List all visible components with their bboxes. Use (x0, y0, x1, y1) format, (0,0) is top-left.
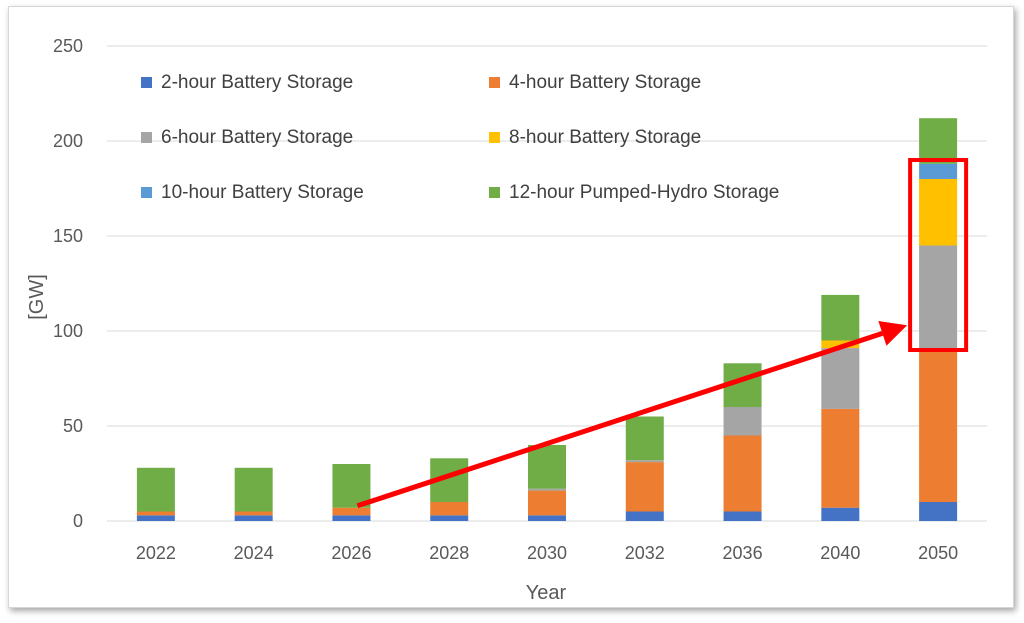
legend-item: 4-hour Battery Storage (489, 72, 701, 93)
legend-item: 2-hour Battery Storage (141, 72, 353, 93)
legend-item: 12-hour Pumped-Hydro Storage (489, 182, 779, 203)
bar-segment (821, 507, 860, 521)
bar-segment (919, 502, 958, 521)
x-tick-label: 2040 (820, 543, 860, 563)
bar-segment (919, 245, 958, 350)
arrow-head-icon (878, 321, 908, 346)
bar-segment (136, 511, 175, 516)
y-tick-label: 150 (53, 226, 83, 246)
x-tick-label: 2022 (136, 543, 176, 563)
legend-label: 8-hour Battery Storage (509, 127, 701, 148)
bar-segment (625, 460, 664, 463)
x-tick-label: 2024 (234, 543, 274, 563)
x-tick-label: 2050 (918, 543, 958, 563)
x-axis-label: Year (526, 582, 567, 604)
bar-segment (919, 179, 958, 246)
legend-item: 6-hour Battery Storage (141, 127, 353, 148)
legend-swatch (489, 187, 500, 198)
y-tick-label: 100 (53, 321, 83, 341)
legend-label: 2-hour Battery Storage (161, 72, 353, 93)
bar-segment (723, 435, 762, 512)
bar-segment (821, 340, 860, 349)
bar-segment (430, 502, 469, 516)
x-tick-label: 2026 (331, 543, 371, 563)
bar-segment (528, 515, 566, 521)
x-tick-label: 2032 (625, 543, 665, 563)
bar-segment (821, 348, 860, 409)
bar-segment (332, 507, 371, 516)
legend-label: 10-hour Battery Storage (161, 182, 364, 203)
legend-swatch (141, 77, 152, 88)
bar-segment (528, 490, 566, 516)
legend-label: 4-hour Battery Storage (509, 72, 701, 93)
legend: 2-hour Battery Storage 4-hour Battery Sto… (141, 72, 779, 203)
bar-segment (528, 488, 566, 491)
bar-segment (234, 511, 273, 516)
legend-swatch (489, 77, 500, 88)
y-axis-label: [GW] (26, 274, 48, 320)
stacked-bar-chart: 2022 2024 2026 2028 2030 2032 2036 2040 2050 0 50… (26, 36, 987, 604)
bar-segment (430, 515, 469, 521)
x-tick-label: 2028 (429, 543, 469, 563)
bar-segment (723, 511, 762, 521)
legend-item: 8-hour Battery Storage (489, 127, 701, 148)
highlight-box (908, 158, 969, 352)
bar-segment (919, 350, 958, 502)
bar-segment (234, 515, 273, 521)
bar-segment (528, 445, 566, 489)
bar-segment (136, 515, 175, 521)
legend-label: 12-hour Pumped-Hydro Storage (509, 182, 779, 203)
bar-segment (723, 407, 762, 436)
bar-segment (919, 118, 958, 164)
x-tick-label: 2030 (527, 543, 567, 563)
legend-swatch (141, 187, 152, 198)
bar-segment (821, 294, 860, 341)
y-tick-label: 0 (73, 511, 83, 531)
x-tick-label: 2036 (723, 543, 763, 563)
y-tick-label: 200 (53, 131, 83, 151)
y-tick-label: 50 (63, 416, 83, 436)
legend-swatch (489, 132, 500, 143)
chart-frame: 2022 2024 2026 2028 2030 2032 2036 2040 2050 0 50… (8, 6, 1014, 608)
bar-segment (234, 467, 273, 512)
bar-segment (919, 163, 958, 179)
bar-segment (332, 515, 371, 521)
y-tick-label: 250 (53, 36, 83, 56)
legend-label: 6-hour Battery Storage (161, 127, 353, 148)
bar-segment (136, 467, 175, 512)
bar-segment (625, 462, 664, 512)
bar-segment (332, 464, 371, 508)
arrow-line (356, 331, 884, 509)
legend-item: 10-hour Battery Storage (141, 182, 364, 203)
bar-segment (625, 416, 664, 461)
legend-swatch (141, 132, 152, 143)
bar-segment (625, 511, 664, 521)
bar-segment (821, 408, 860, 508)
